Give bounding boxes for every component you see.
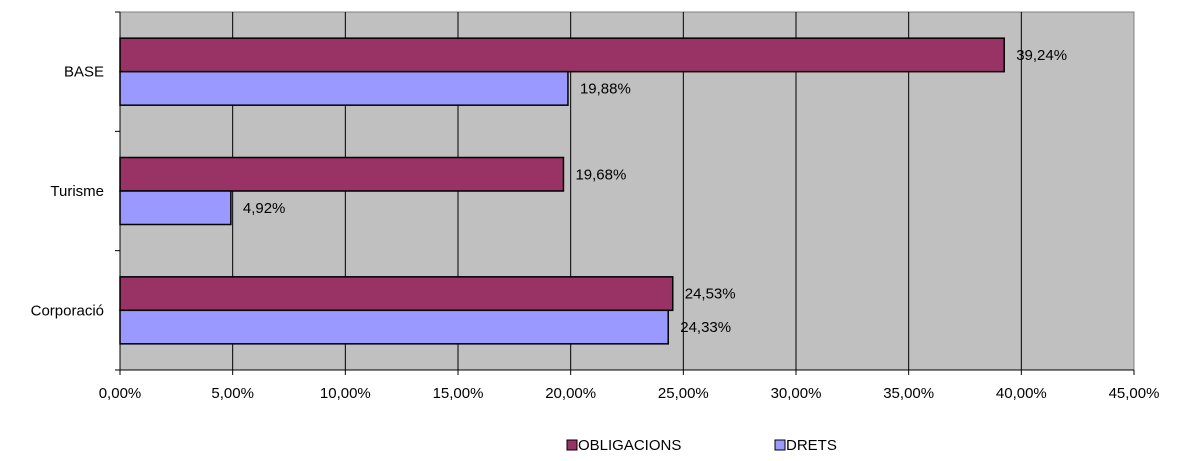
x-tick-label: 40,00% (996, 385, 1047, 402)
data-label: 24,33% (680, 319, 731, 336)
x-tick-label: 35,00% (883, 385, 934, 402)
data-label: 24,53% (685, 286, 736, 303)
data-label: 19,68% (575, 166, 626, 183)
legend: OBLIGACIONS DRETS (566, 437, 837, 454)
x-tick-label: 5,00% (211, 385, 254, 402)
legend-label: DRETS (786, 437, 837, 454)
data-label: 19,88% (580, 80, 631, 97)
x-tick-label: 10,00% (320, 385, 371, 402)
x-tick-label: 20,00% (545, 385, 596, 402)
legend-label: OBLIGACIONS (578, 437, 681, 454)
legend-swatch (774, 439, 786, 451)
x-tick-labels: 0,00% 5,00% 10,00% 15,00% 20,00% 25,00% 30,00%… (99, 385, 1160, 402)
bar-drets (119, 190, 232, 226)
x-tick-label: 0,00% (99, 385, 142, 402)
category-label: Turisme (50, 183, 104, 200)
legend-swatch (566, 439, 578, 451)
bars: 39,24% 19,88% 19,68% 4,92% 24,53% 24,33% (119, 37, 1067, 345)
bar-drets (119, 309, 669, 345)
category-label: Corporació (31, 302, 104, 319)
axes (115, 11, 1135, 375)
bar-obligacions (119, 37, 1005, 73)
bar-obligacions (119, 276, 674, 312)
x-tick-label: 25,00% (658, 385, 709, 402)
x-tick-label: 45,00% (1109, 385, 1160, 402)
data-label: 4,92% (243, 200, 286, 217)
x-tick-label: 15,00% (433, 385, 484, 402)
category-label: BASE (64, 64, 104, 81)
bar-drets (119, 70, 569, 106)
category-labels: BASE Turisme Corporació (31, 64, 104, 320)
data-label: 39,24% (1016, 47, 1067, 64)
x-tick-label: 30,00% (771, 385, 822, 402)
bar-obligacions (119, 156, 565, 192)
